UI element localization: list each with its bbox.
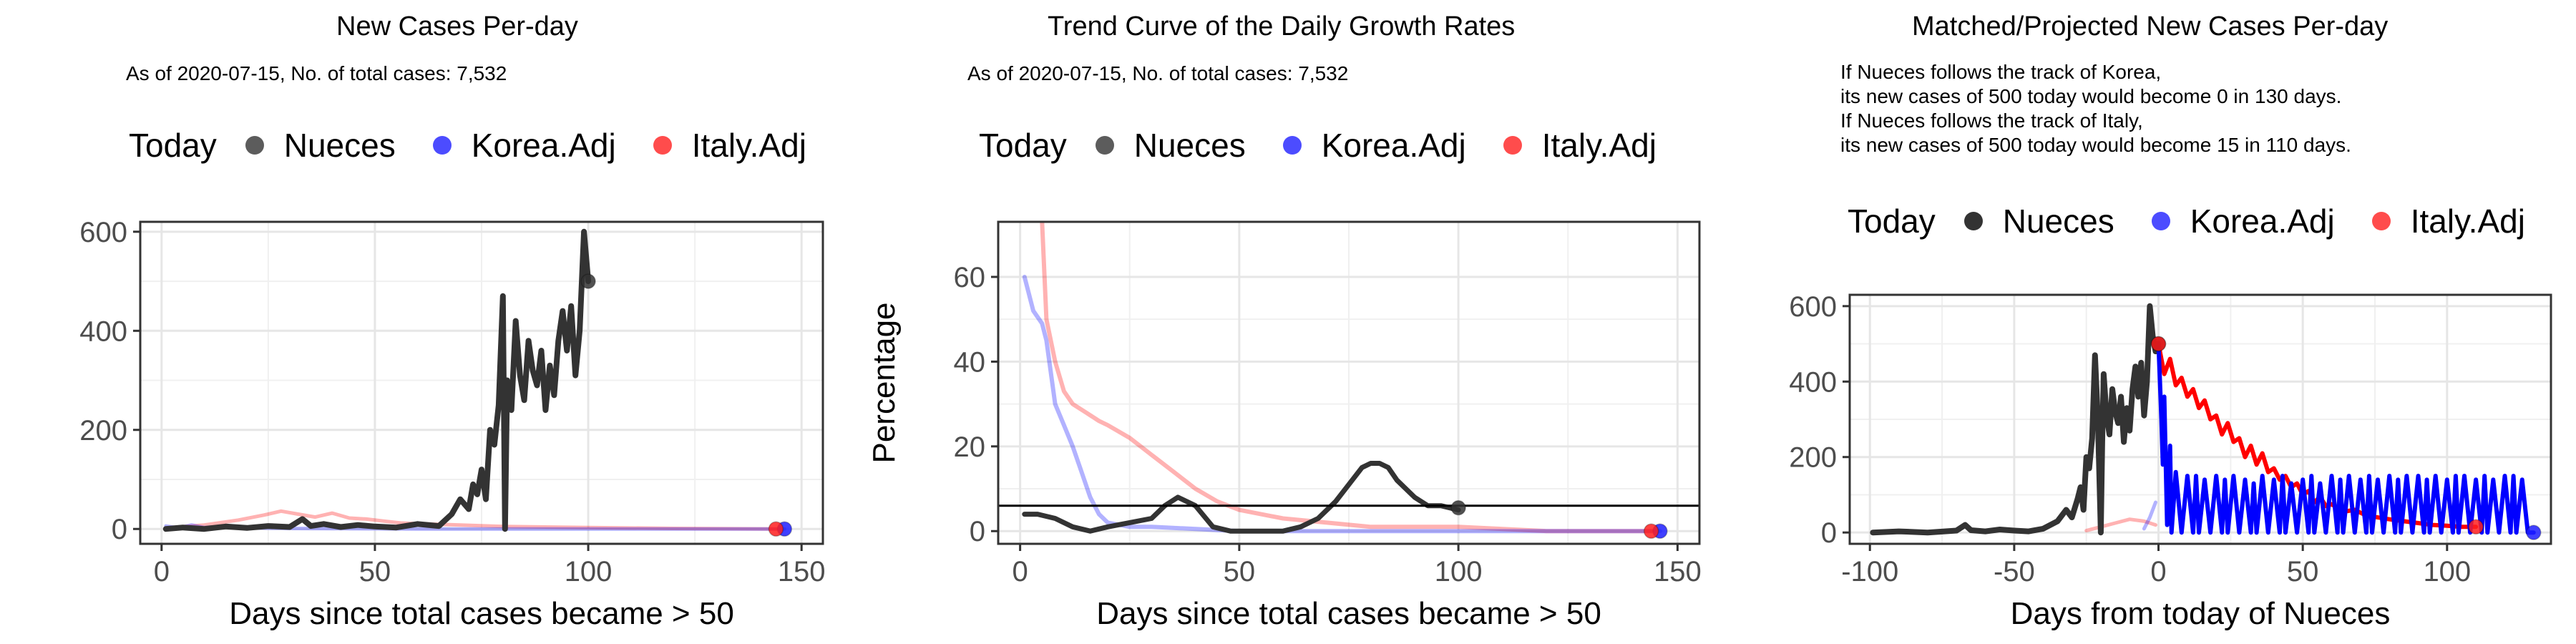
x-tick-label: 150 (1654, 556, 1702, 587)
x-axis-label: Days since total cases became > 50 (1096, 596, 1601, 631)
chart-title: Trend Curve of the Daily Growth Rates (1048, 11, 1516, 42)
series-line-italy-adj (164, 509, 778, 531)
projection-note: If Nueces follows the track of Italy, (1840, 109, 2143, 132)
projection-note: its new cases of 500 today would become … (1840, 134, 2351, 156)
legend-title: Today (129, 127, 217, 164)
legend-label-nueces: Nueces (2002, 203, 2114, 240)
plot-border (997, 220, 1701, 545)
series-line-korea-adj (2156, 341, 2536, 535)
plot-border (1848, 293, 2552, 545)
chart-3: -100 -50 0 50 100 0 200 400 600 Days from today o… (1789, 291, 2552, 631)
chart-title: Matched/Projected New Cases Per-day (1912, 11, 2389, 42)
series-line-italy-adj (1040, 222, 1654, 534)
projection-note: If Nueces follows the track of Korea, (1840, 61, 2162, 83)
x-tick-label: -100 (1841, 556, 1898, 587)
x-tick-label: 50 (1224, 556, 1256, 587)
legend-label-italy: Italy.Adj (691, 127, 806, 164)
legend-label-italy: Italy.Adj (1541, 127, 1657, 164)
legend-label-korea: Korea.Adj (2190, 203, 2335, 240)
x-axis-label: Days from today of Nueces (2011, 596, 2391, 631)
chart-legend: Today Nueces Korea.Adj Italy.Adj (129, 126, 844, 165)
today-point-nueces (1450, 499, 1466, 516)
series-line-nueces (1022, 461, 1461, 534)
x-tick-label: 50 (359, 556, 391, 587)
x-tick-label: 100 (2423, 556, 2471, 587)
x-tick-label: 100 (1435, 556, 1483, 587)
legend-key-korea (2151, 212, 2170, 230)
y-tick-label: 60 (954, 262, 986, 293)
chart-panel-growth-rates: Trend Curve of the Daily Growth Rates As… (859, 0, 1717, 644)
x-tick-label: 50 (2287, 556, 2319, 587)
legend-label-nueces: Nueces (1133, 127, 1246, 164)
legend-label-italy: Italy.Adj (2410, 203, 2525, 240)
legend-key-italy (653, 136, 672, 155)
x-axis-label: Days since total cases became > 50 (229, 596, 734, 631)
y-axis-label: Percentage (867, 302, 902, 463)
y-tick-label: 0 (112, 514, 127, 545)
today-point-italy-adj (768, 521, 784, 537)
legend-label-nueces: Nueces (283, 127, 396, 164)
legend-key-korea (1282, 136, 1302, 155)
legend-title: Today (1848, 203, 1936, 240)
chart-legend: Today Nueces Korea.Adj Italy.Adj (979, 126, 1694, 165)
y-tick-label: 400 (79, 316, 127, 347)
legend-label-korea: Korea.Adj (471, 127, 616, 164)
plot-area (162, 228, 786, 532)
chart-panel-projected: Matched/Projected New Cases Per-day If N… (1717, 0, 2576, 644)
today-point-italy-adj-start (2150, 336, 2167, 352)
series-line-nueces (1870, 303, 2162, 536)
plot-area (1870, 303, 2536, 536)
plot-border (139, 220, 824, 545)
x-tick-label: -50 (1994, 556, 2035, 587)
y-tick-label: 200 (1789, 442, 1837, 474)
series-line-italy-adj (2156, 341, 2479, 530)
y-tick-label: 600 (79, 217, 127, 248)
projection-note: its new cases of 500 today would become … (1840, 85, 2342, 107)
x-tick-label: 150 (778, 556, 826, 587)
y-tick-label: 20 (954, 431, 986, 463)
chart-subtitle: As of 2020-07-15, No. of total cases: 7,… (126, 62, 507, 84)
series-line-nueces (162, 228, 592, 532)
projection-notes: If Nueces follows the track of Korea, it… (1840, 60, 2351, 157)
chart-2: 0 50 100 150 0 20 40 60 Days since total cases b… (867, 220, 1702, 631)
plot-area (998, 222, 1699, 534)
chart-1: 0 50 100 150 0 200 400 600 Days since total case… (79, 217, 825, 631)
x-tick-label: 0 (2150, 556, 2166, 587)
y-tick-label: 40 (954, 346, 986, 378)
legend-key-italy (1503, 136, 1522, 155)
today-point-nueces (580, 273, 596, 289)
series-line-korea-adj-past- (2142, 500, 2157, 531)
legend-key-nueces (1963, 212, 1983, 230)
chart-legend: Today Nueces Korea.Adj Italy.Adj (1848, 202, 2562, 240)
series-line-korea-adj (1022, 275, 1662, 534)
x-tick-label: 0 (154, 556, 170, 587)
chart-subtitle: As of 2020-07-15, No. of total cases: 7,… (967, 62, 1349, 84)
legend-key-nueces (1095, 136, 1114, 155)
chart-title: New Cases Per-day (336, 11, 578, 42)
legend-title: Today (979, 127, 1067, 164)
legend-key-nueces (245, 136, 264, 155)
y-tick-label: 400 (1789, 366, 1837, 398)
today-point-italy-adj (1643, 523, 1659, 539)
y-tick-label: 0 (1821, 517, 1837, 549)
y-tick-label: 200 (79, 415, 127, 447)
legend-key-italy (2371, 212, 2391, 230)
chart-panel-new-cases: New Cases Per-day As of 2020-07-15, No. … (0, 0, 859, 644)
legend-label-korea: Korea.Adj (1321, 127, 1466, 164)
today-point-italy-adj (2468, 519, 2484, 535)
today-point-korea-adj (2526, 525, 2542, 540)
y-tick-label: 600 (1789, 291, 1837, 323)
x-tick-label: 100 (565, 556, 613, 587)
x-tick-label: 0 (1013, 556, 1028, 587)
y-tick-label: 0 (970, 516, 985, 547)
legend-key-korea (432, 136, 452, 155)
